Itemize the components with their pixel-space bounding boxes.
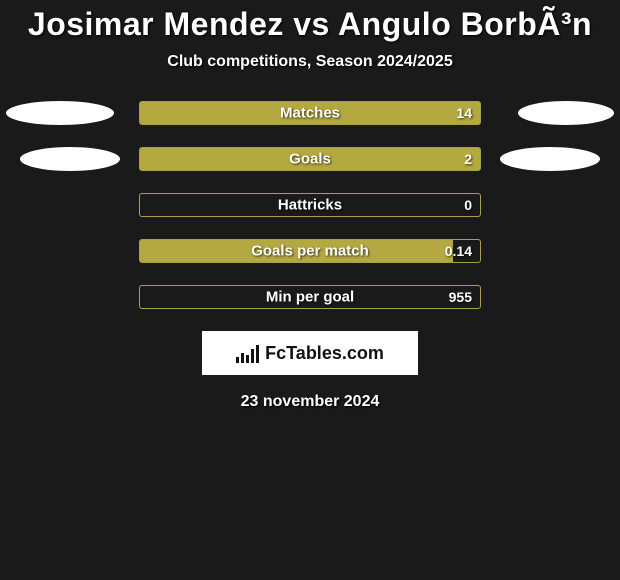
bar-label: Goals per match [251, 243, 369, 260]
bar-label: Matches [280, 105, 340, 122]
bar-value: 0 [464, 197, 472, 213]
bar-label: Hattricks [278, 197, 342, 214]
player-marker-right-2 [500, 147, 600, 171]
page-subtitle: Club competitions, Season 2024/2025 [0, 53, 620, 71]
bar-label: Min per goal [266, 289, 354, 306]
player-marker-left-1 [6, 101, 114, 125]
stat-row: Goals per match 0.14 [139, 239, 481, 263]
bar-value: 955 [449, 289, 472, 305]
player-marker-right-1 [518, 101, 614, 125]
bar-chart-icon [236, 343, 259, 363]
bar-value: 2 [464, 151, 472, 167]
footer-date: 23 november 2024 [0, 393, 620, 411]
bar-value: 14 [456, 105, 472, 121]
bar-label: Goals [289, 151, 331, 168]
page-title: Josimar Mendez vs Angulo BorbÃ³n [0, 6, 620, 43]
player-marker-left-2 [20, 147, 120, 171]
comparison-widget: Josimar Mendez vs Angulo BorbÃ³n Club co… [0, 0, 620, 411]
stat-row: Goals 2 [139, 147, 481, 171]
brand-text: FcTables.com [265, 343, 384, 364]
bar-value: 0.14 [445, 243, 472, 259]
stat-row: Hattricks 0 [139, 193, 481, 217]
stat-row: Min per goal 955 [139, 285, 481, 309]
brand-box: FcTables.com [202, 331, 418, 375]
stat-bars: Matches 14 Goals 2 Hattricks 0 Goals per… [0, 101, 620, 309]
stat-row: Matches 14 [139, 101, 481, 125]
